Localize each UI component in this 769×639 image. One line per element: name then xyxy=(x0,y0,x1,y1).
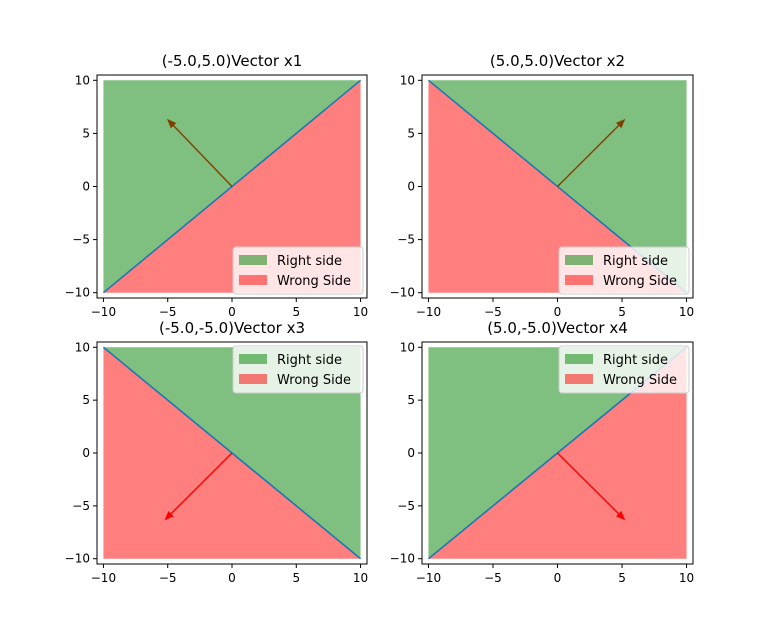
vector-arrow-shaft xyxy=(170,452,233,515)
legend-label-wrong-side: Wrong Side xyxy=(277,373,351,388)
x-tick-label: 5 xyxy=(618,571,626,585)
legend-label-right-side: Right side xyxy=(603,254,668,269)
vector-arrow-shaft xyxy=(172,124,233,187)
chart-title: (-5.0,-5.0)Vector x3 xyxy=(159,319,305,337)
chart-title: (5.0,-5.0)Vector x4 xyxy=(487,319,628,337)
vector-arrow-shaft xyxy=(557,452,620,515)
legend-swatch-wrong-side xyxy=(239,374,267,384)
y-tick-label: −5 xyxy=(72,499,90,513)
x-tick-label: 10 xyxy=(353,305,368,319)
y-tick-label: −10 xyxy=(65,286,90,300)
x-tick-label: −5 xyxy=(159,571,177,585)
legend: Right side Wrong Side xyxy=(558,345,690,394)
y-tick-label: 0 xyxy=(82,446,90,460)
vector-arrow-head xyxy=(166,118,177,129)
y-tick-label: 10 xyxy=(75,340,90,354)
y-tick-label: −10 xyxy=(65,552,90,566)
x-tick-label: 5 xyxy=(292,305,300,319)
x-tick-label: 0 xyxy=(228,305,236,319)
y-tick-label: 0 xyxy=(407,446,415,460)
x-tick-label: 0 xyxy=(228,571,236,585)
vector-arrow-head xyxy=(615,118,626,129)
y-tick-label: 5 xyxy=(407,393,415,407)
x-tick-label: −5 xyxy=(484,571,502,585)
x-tick-label: 0 xyxy=(554,571,562,585)
y-tick-label: 10 xyxy=(400,340,415,354)
subplot-4: (5.0,-5.0)Vector x4 −10 −5 0 5 10 −10 −5 0 5 10 Rig… xyxy=(390,319,695,585)
subplot-2: (5.0,5.0)Vector x2 −10 −5 0 5 10 −10 −5 0 5 10 Righ… xyxy=(390,52,695,319)
y-tick-label: −5 xyxy=(397,233,415,247)
y-tick-label: 10 xyxy=(400,73,415,87)
y-tick-label: −10 xyxy=(390,286,415,300)
x-tick-label: 5 xyxy=(292,571,300,585)
x-tick-label: 10 xyxy=(679,571,694,585)
x-tick-label: −5 xyxy=(159,305,177,319)
legend-swatch-wrong-side xyxy=(565,275,593,285)
x-tick-label: −10 xyxy=(91,305,116,319)
vector-arrow-head xyxy=(615,510,626,521)
chart-title: (-5.0,5.0)Vector x1 xyxy=(162,52,303,70)
x-tick-label: 0 xyxy=(554,305,562,319)
legend-label-right-side: Right side xyxy=(603,353,668,368)
legend-label-wrong-side: Wrong Side xyxy=(603,373,677,388)
chart-title: (5.0,5.0)Vector x2 xyxy=(490,52,625,70)
y-tick-label: −5 xyxy=(72,233,90,247)
legend-label-wrong-side: Wrong Side xyxy=(277,274,351,289)
legend-label-right-side: Right side xyxy=(277,254,342,269)
legend: Right side Wrong Side xyxy=(232,246,364,295)
vector-arrow-head xyxy=(164,510,174,521)
legend: Right side Wrong Side xyxy=(558,246,690,295)
x-tick-label: −10 xyxy=(416,571,441,585)
x-tick-label: −10 xyxy=(91,571,116,585)
y-tick-label: 5 xyxy=(82,393,90,407)
legend-swatch-wrong-side xyxy=(239,275,267,285)
legend-swatch-right-side xyxy=(239,255,267,265)
y-tick-label: −5 xyxy=(397,499,415,513)
legend-swatch-right-side xyxy=(239,354,267,364)
subplot-3: (-5.0,-5.0)Vector x3 −10 −5 0 5 10 −10 −5 0 5 10 Ri… xyxy=(65,319,369,585)
subplot-1: (-5.0,5.0)Vector x1 −10 −5 0 5 10 −10 −5 0 5 10 Rig… xyxy=(65,52,369,319)
y-tick-label: 0 xyxy=(407,180,415,194)
x-tick-label: −5 xyxy=(484,305,502,319)
legend-label-right-side: Right side xyxy=(277,353,342,368)
legend-swatch-right-side xyxy=(565,354,593,364)
x-tick-label: 10 xyxy=(353,571,368,585)
y-tick-label: 0 xyxy=(82,180,90,194)
y-tick-label: 5 xyxy=(82,126,90,140)
legend-label-wrong-side: Wrong Side xyxy=(603,274,677,289)
y-tick-label: −10 xyxy=(390,552,415,566)
x-tick-label: 5 xyxy=(618,305,626,319)
legend-swatch-wrong-side xyxy=(565,374,593,384)
legend: Right side Wrong Side xyxy=(232,345,364,394)
vector-arrow-shaft xyxy=(557,124,620,187)
y-tick-label: 10 xyxy=(75,73,90,87)
legend-swatch-right-side xyxy=(565,255,593,265)
x-tick-label: −10 xyxy=(416,305,441,319)
y-tick-label: 5 xyxy=(407,126,415,140)
x-tick-label: 10 xyxy=(679,305,694,319)
